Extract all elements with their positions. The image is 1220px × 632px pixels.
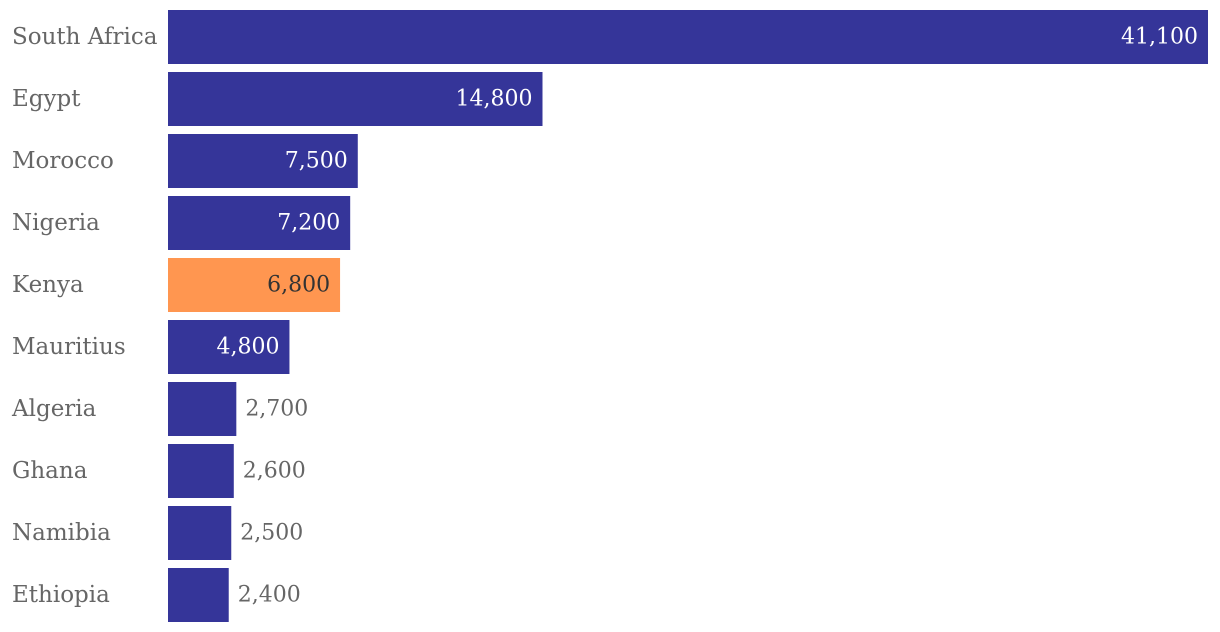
value-label-namibia: 2,500	[240, 521, 303, 546]
bar-egypt	[168, 72, 543, 126]
value-label-egypt: 14,800	[456, 87, 533, 112]
value-label-mauritius: 4,800	[216, 335, 279, 360]
category-label-ethiopia: Ethiopia	[12, 582, 110, 608]
category-labels: South Africa Egypt Morocco Nigeria Kenya Maur…	[11, 24, 158, 608]
category-label-nigeria: Nigeria	[12, 210, 100, 236]
bar-mauritius	[168, 320, 290, 374]
value-labels: 41,100 14,800 7,500 7,200 6,800 4,800 2,700 2,6…	[216, 25, 1198, 608]
category-label-ghana: Ghana	[12, 458, 88, 484]
category-label-mauritius: Mauritius	[12, 334, 126, 360]
value-label-kenya: 6,800	[267, 273, 330, 298]
category-label-namibia: Namibia	[12, 520, 111, 546]
category-label-kenya: Kenya	[12, 272, 84, 298]
category-label-egypt: Egypt	[12, 86, 81, 112]
value-label-ethiopia: 2,400	[238, 583, 301, 608]
bar-ghana	[168, 444, 234, 498]
value-label-morocco: 7,500	[285, 149, 348, 174]
bar-kenya	[168, 258, 341, 312]
bars	[168, 10, 1208, 622]
bar-ethiopia	[168, 568, 229, 622]
category-label-south-africa: South Africa	[12, 24, 158, 50]
bar-south-africa	[168, 10, 1208, 64]
bar-nigeria	[168, 196, 351, 250]
bar-namibia	[168, 506, 232, 560]
bar-morocco	[168, 134, 358, 188]
value-label-ghana: 2,600	[243, 459, 306, 484]
value-label-algeria: 2,700	[245, 397, 308, 422]
value-label-nigeria: 7,200	[277, 211, 340, 236]
bar-algeria	[168, 382, 237, 436]
category-label-algeria: Algeria	[11, 396, 97, 422]
category-label-morocco: Morocco	[12, 148, 114, 174]
value-label-south-africa: 41,100	[1121, 25, 1198, 50]
